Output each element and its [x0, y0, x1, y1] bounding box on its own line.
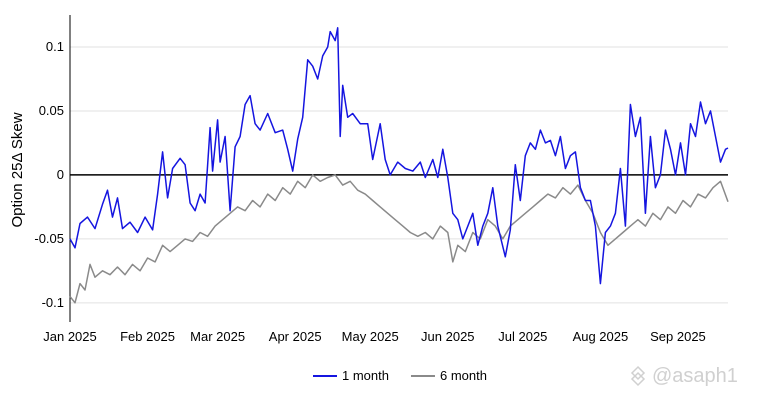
series-line-1-month [69, 27, 729, 285]
y-tick-labels: 0.1 0.05 0 -0.05 -0.1 [34, 39, 64, 310]
x-tick-labels: Jan 2025 Feb 2025 Mar 2025 Apr 2025 May 2025… [43, 329, 706, 344]
x-tick-label: Sep 2025 [650, 329, 706, 344]
gridlines [70, 46, 728, 304]
x-tick-label: Jan 2025 [43, 329, 97, 344]
x-tick-label: Jun 2025 [421, 329, 475, 344]
series-layer [69, 27, 729, 304]
y-tick-label: -0.05 [34, 231, 64, 246]
watermark: @asaph1 [630, 365, 738, 387]
x-tick-label: Mar 2025 [190, 329, 245, 344]
x-tick-label: Jul 2025 [498, 329, 547, 344]
y-tick-label: 0.1 [46, 39, 64, 54]
y-axis-title: Option 25Δ Skew [9, 112, 26, 227]
x-tick-label: Apr 2025 [269, 329, 322, 344]
legend-label: 1 month [342, 368, 389, 383]
y-tick-label: 0.05 [39, 103, 64, 118]
x-tick-label: Feb 2025 [120, 329, 175, 344]
x-tick-label: May 2025 [342, 329, 399, 344]
watermark-text: @asaph1 [652, 365, 738, 387]
y-tick-label: -0.1 [42, 295, 64, 310]
series-line-6-month [69, 174, 729, 304]
diamond-logo-icon [630, 365, 646, 387]
legend-label: 6 month [440, 368, 487, 383]
x-tick-label: Aug 2025 [573, 329, 629, 344]
legend: 1 month 6 month [313, 368, 487, 383]
y-tick-label: 0 [57, 167, 64, 182]
